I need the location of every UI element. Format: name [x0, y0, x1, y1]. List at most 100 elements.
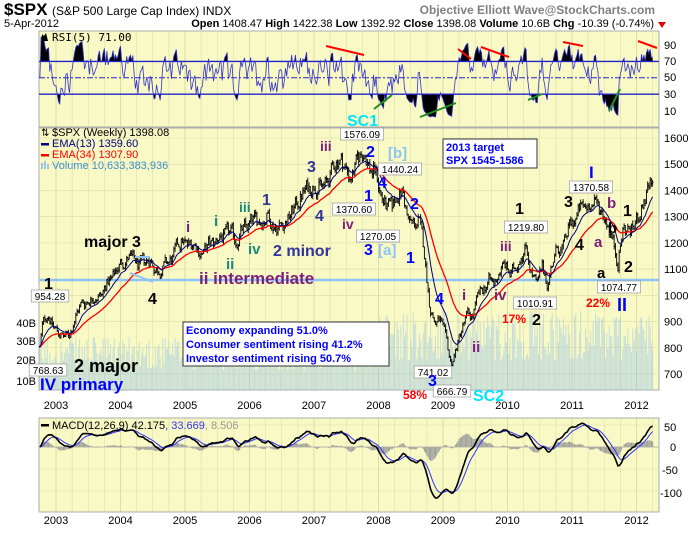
- macd-histogram-bar: [147, 447, 148, 450]
- macd-histogram-bar: [434, 447, 435, 459]
- volume-bar: [552, 313, 553, 390]
- volume-bar: [273, 367, 274, 390]
- volume-bar: [549, 354, 550, 390]
- volume-bar: [609, 325, 610, 390]
- macd-histogram-bar: [600, 447, 601, 451]
- macd-legend-text: MACD(12,26,9) 42.175, 33.669, 8.506: [52, 420, 239, 432]
- volume-bar: [589, 343, 590, 390]
- macd-histogram-bar: [294, 444, 295, 447]
- macd-histogram-bar: [372, 447, 373, 451]
- volume-bar: [554, 361, 555, 390]
- volume-bar: [320, 369, 321, 390]
- volume-bar: [537, 327, 538, 390]
- volume-bar: [162, 339, 163, 390]
- volume-bar: [505, 332, 506, 390]
- macd-histogram-bar: [482, 441, 483, 447]
- chart-header: $SPX (S&P 500 Large Cap Index) INDX Obje…: [4, 0, 666, 30]
- wave-label: a: [597, 265, 606, 282]
- credit[interactable]: Objective Elliott Wave@StockCharts.com: [420, 3, 655, 17]
- macd-histogram-bar: [652, 442, 653, 447]
- wave-label: b: [608, 220, 617, 237]
- rsi-axis: 90 70 50 30 10: [664, 40, 676, 118]
- price-tag: 1440.24: [382, 165, 419, 176]
- macd-histogram-bar: [459, 439, 460, 447]
- target-line: 2013 target: [446, 142, 504, 154]
- volume-bar: [558, 342, 559, 390]
- volume-bar: [642, 327, 643, 390]
- macd-tick: 50: [664, 422, 676, 434]
- macd-histogram-bar: [565, 442, 566, 447]
- year-label: 2011: [560, 400, 584, 412]
- macd-histogram-bar: [307, 444, 308, 447]
- volume-bar: [550, 318, 551, 390]
- volume-bar: [168, 341, 169, 390]
- wave-label: 58%: [403, 388, 427, 402]
- volume-bar: [482, 348, 483, 390]
- volume-bar: [173, 356, 174, 390]
- volume-bar: [646, 321, 647, 390]
- volume-bar: [519, 317, 520, 390]
- volume-bar: [529, 316, 530, 390]
- macd-histogram-bar: [387, 447, 388, 453]
- volume-bar: [490, 338, 491, 390]
- macd-histogram-bar: [430, 447, 431, 461]
- volume-bar: [402, 358, 403, 390]
- volume-bar: [193, 370, 194, 390]
- year-label: 2009: [431, 400, 455, 412]
- macd-histogram-bar: [59, 447, 60, 450]
- wave-label: 4: [575, 237, 584, 254]
- volume-bar: [424, 324, 425, 390]
- volume-bar: [467, 323, 468, 390]
- volume-bar: [651, 343, 652, 390]
- macd-histogram-bar: [80, 442, 81, 447]
- macd-histogram-bar: [177, 443, 178, 447]
- macd-histogram-bar: [603, 447, 604, 452]
- year-label: 2007: [302, 400, 326, 412]
- volume-bar: [149, 341, 150, 390]
- volume-bar: [627, 328, 628, 390]
- volume-bar: [614, 317, 615, 390]
- macd-histogram-bar: [469, 435, 470, 447]
- macd-histogram-bar: [82, 442, 83, 447]
- volume-bar: [624, 335, 625, 390]
- volume-bar: [626, 344, 627, 390]
- volume-bar: [166, 349, 167, 390]
- wave-label: 2: [532, 312, 541, 329]
- macd-histogram-bar: [60, 447, 61, 450]
- volume-bar: [223, 370, 224, 390]
- wave-label: 17%: [502, 312, 526, 326]
- macd-histogram-bar: [371, 447, 372, 450]
- macd-histogram-bar: [374, 447, 375, 450]
- price-tag: 1576.09: [344, 130, 381, 141]
- macd-histogram-bar: [531, 447, 532, 450]
- volume-bar: [641, 317, 642, 390]
- wave-label: 1: [262, 192, 271, 209]
- volume-bar: [297, 364, 298, 390]
- price-tag: 1010.91: [517, 299, 554, 310]
- volume-bar: [255, 370, 256, 390]
- volume-bar: [513, 323, 514, 390]
- volume-bar: [516, 358, 517, 390]
- macd-histogram-bar: [83, 442, 84, 447]
- volume-bar: [411, 348, 412, 390]
- rsi-tick: 30: [664, 89, 676, 101]
- wave-label: 3: [307, 159, 316, 176]
- macd-histogram-bar: [590, 447, 591, 450]
- volume-bar: [464, 349, 465, 390]
- macd-histogram-bar: [424, 447, 425, 451]
- info-box: Economy expanding 51.0% Consumer sentime…: [183, 322, 389, 366]
- volume-bar: [399, 360, 400, 390]
- volume-bar: [158, 344, 159, 390]
- volume-bar: [630, 347, 631, 390]
- volume-bar: [280, 367, 281, 390]
- volume-bar: [595, 313, 596, 390]
- macd-histogram-bar: [180, 444, 181, 447]
- volume-bar: [156, 366, 157, 390]
- macd-histogram-bar: [563, 443, 564, 447]
- price-tag: 1219.80: [508, 223, 545, 234]
- wave-label: major 3: [84, 234, 141, 251]
- volume-tick: 30B: [16, 336, 36, 348]
- volume-bar: [483, 321, 484, 390]
- volume-bar: [497, 330, 498, 390]
